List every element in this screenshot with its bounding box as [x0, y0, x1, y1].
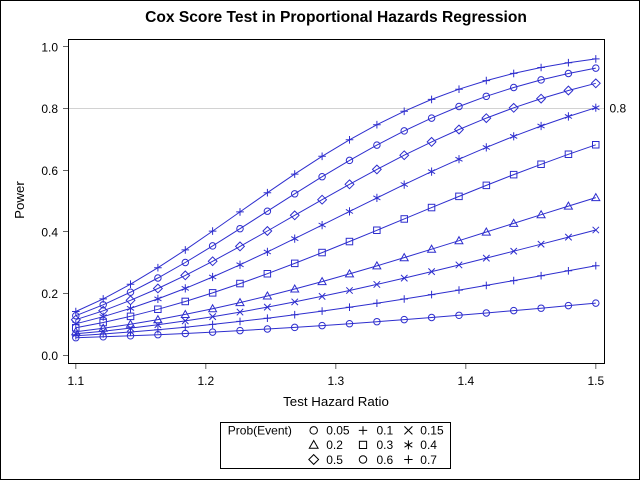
- svg-text:1.3: 1.3: [327, 374, 344, 388]
- svg-text:0.1: 0.1: [377, 424, 394, 438]
- svg-text:1.2: 1.2: [197, 374, 214, 388]
- svg-text:0.4: 0.4: [420, 438, 437, 452]
- svg-text:0.4: 0.4: [41, 226, 58, 240]
- svg-text:0.3: 0.3: [377, 438, 394, 452]
- svg-text:Power: Power: [12, 181, 27, 219]
- svg-text:0.2: 0.2: [41, 287, 58, 301]
- svg-text:1.0: 1.0: [41, 41, 58, 55]
- svg-text:Test Hazard Ratio: Test Hazard Ratio: [283, 394, 389, 409]
- svg-text:0.0: 0.0: [41, 349, 58, 363]
- svg-text:1.5: 1.5: [587, 374, 604, 388]
- svg-text:0.5: 0.5: [326, 453, 343, 467]
- svg-text:0.7: 0.7: [420, 453, 437, 467]
- svg-text:0.05: 0.05: [326, 424, 350, 438]
- svg-text:1.1: 1.1: [67, 374, 84, 388]
- svg-text:0.6: 0.6: [41, 164, 58, 178]
- svg-text:Cox Score Test in Proportional: Cox Score Test in Proportional Hazards R…: [145, 9, 527, 26]
- svg-text:0.8: 0.8: [610, 102, 627, 116]
- svg-text:1.4: 1.4: [457, 374, 474, 388]
- svg-text:0.2: 0.2: [326, 438, 343, 452]
- svg-text:0.15: 0.15: [420, 424, 444, 438]
- svg-text:Prob(Event): Prob(Event): [228, 424, 292, 438]
- svg-text:0.6: 0.6: [377, 453, 394, 467]
- svg-text:0.8: 0.8: [41, 102, 58, 116]
